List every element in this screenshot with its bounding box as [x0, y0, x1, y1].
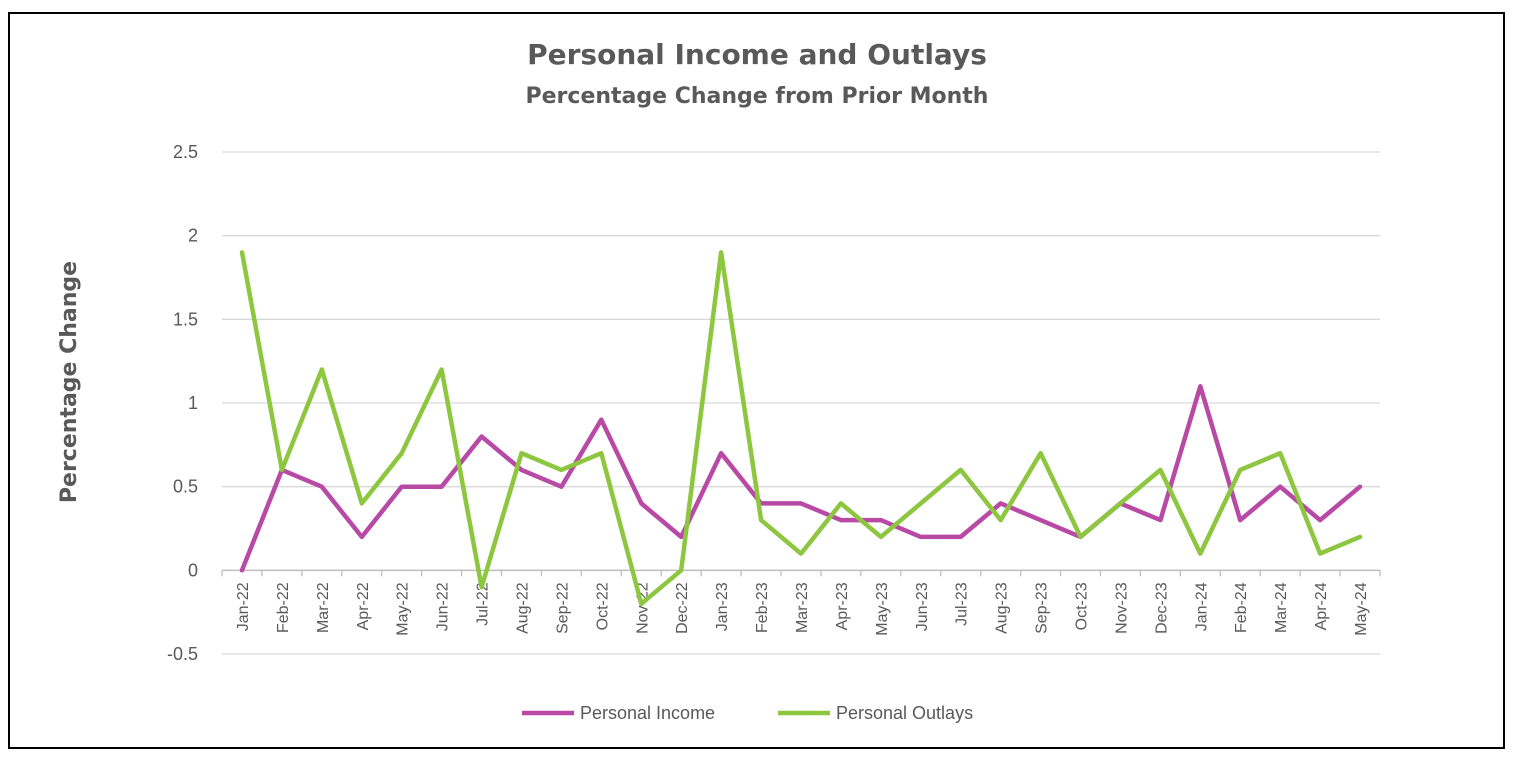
legend-label: Personal Income	[580, 703, 715, 723]
x-tick-label: Oct-22	[594, 582, 611, 630]
legend: Personal Income Personal Outlays	[522, 703, 973, 723]
x-tick-label: Apr-22	[355, 582, 372, 630]
y-tick-label: 1.5	[173, 309, 198, 329]
x-tick-label: Sep-22	[554, 582, 571, 634]
y-axis-label: Percentage Change	[57, 261, 82, 503]
x-tick-label: Sep-23	[1034, 582, 1051, 634]
x-tick-label: Dec-23	[1153, 582, 1170, 634]
chart-subtitle: Percentage Change from Prior Month	[525, 84, 989, 109]
x-tick-label: Jul-23	[954, 582, 971, 626]
chart-title: Personal Income and Outlays	[527, 38, 987, 71]
x-axis	[221, 569, 1381, 577]
x-tick-label: Jan-23	[714, 582, 731, 631]
y-tick-label: -0.5	[167, 644, 198, 664]
y-tick-label: 2	[188, 226, 198, 246]
y-tick-label: 0.5	[173, 477, 198, 497]
legend-label: Personal Outlays	[836, 703, 973, 723]
x-tick-label: Aug-23	[994, 582, 1011, 634]
x-tick-label: May-24	[1353, 582, 1370, 635]
series-lines	[239, 250, 1363, 607]
x-tick-label: Mar-23	[794, 582, 811, 633]
series-line-1	[239, 250, 1363, 607]
x-tick-label: Jul-22	[475, 582, 492, 626]
x-tick-label: Nov-23	[1113, 582, 1130, 634]
x-tick-label: Jan-24	[1193, 582, 1210, 631]
x-tick-label: Mar-24	[1273, 582, 1290, 633]
y-tick-label: 1	[188, 393, 198, 413]
x-tick-label: Apr-24	[1313, 582, 1330, 630]
x-tick-label: Dec-22	[674, 582, 691, 634]
x-tick-label: Jun-22	[435, 582, 452, 631]
x-tick-label: May-22	[395, 582, 412, 635]
y-tick-label: 2.5	[173, 142, 198, 162]
x-axis-ticks: Jan-22 Feb-22 Mar-22 Apr-22 May-22 Jun-22 Jul-…	[235, 582, 1370, 635]
x-tick-label: Mar-22	[315, 582, 332, 633]
x-tick-label: Feb-23	[754, 582, 771, 633]
x-tick-label: May-23	[874, 582, 891, 635]
x-tick-label: Apr-23	[834, 582, 851, 630]
x-tick-label: Feb-22	[275, 582, 292, 633]
chart-frame	[8, 12, 1505, 749]
x-tick-label: Jun-23	[914, 582, 931, 631]
y-tick-label: 0	[188, 560, 198, 580]
x-tick-label: Feb-24	[1233, 582, 1250, 633]
x-tick-label: Oct-23	[1074, 582, 1091, 630]
x-tick-label: Jan-22	[235, 582, 252, 631]
y-axis-ticks: -0.5 0 0.5 1 1.5 2 2.5	[167, 142, 198, 664]
series-line-0	[239, 384, 1363, 573]
x-tick-label: Aug-22	[514, 582, 531, 634]
